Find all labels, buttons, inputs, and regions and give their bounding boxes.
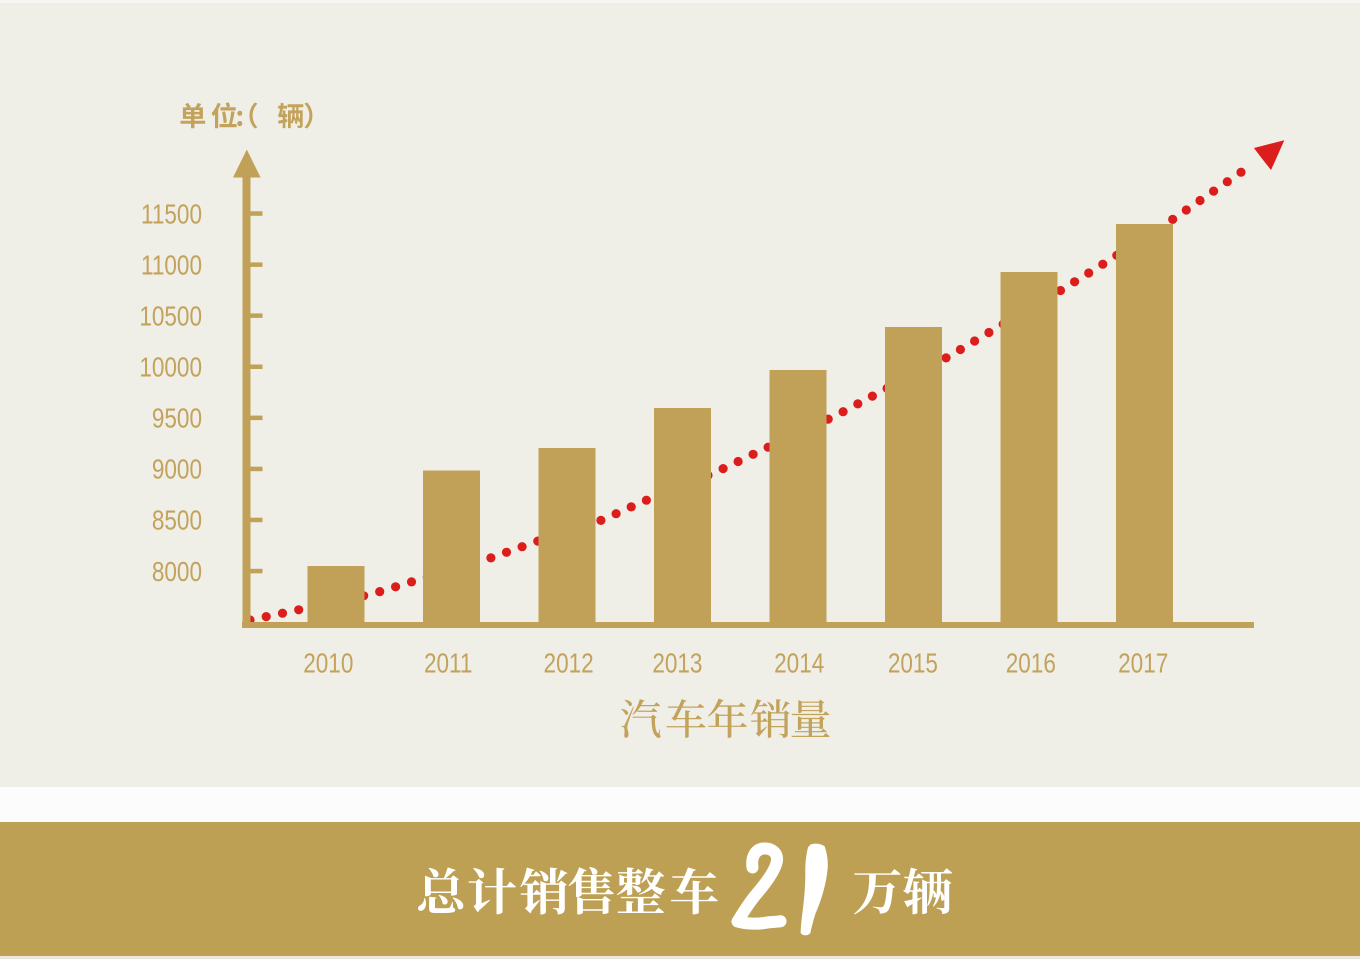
svg-text:2017: 2017 xyxy=(1118,648,1168,679)
svg-text:2012: 2012 xyxy=(544,648,594,679)
svg-text:9500: 9500 xyxy=(152,404,202,435)
svg-text:2011: 2011 xyxy=(424,648,472,679)
svg-text:8500: 8500 xyxy=(152,506,202,537)
svg-text:2015: 2015 xyxy=(888,648,938,679)
svg-text:2010: 2010 xyxy=(303,648,353,679)
svg-text:8000: 8000 xyxy=(152,557,202,588)
svg-text:9000: 9000 xyxy=(152,455,202,486)
svg-text:2016: 2016 xyxy=(1006,648,1056,679)
svg-text:2014: 2014 xyxy=(774,648,824,679)
svg-text:11000: 11000 xyxy=(141,250,202,281)
svg-text:2013: 2013 xyxy=(652,648,702,679)
svg-text:10500: 10500 xyxy=(139,301,202,332)
svg-text:11500: 11500 xyxy=(141,199,202,230)
svg-text:10000: 10000 xyxy=(139,352,202,383)
